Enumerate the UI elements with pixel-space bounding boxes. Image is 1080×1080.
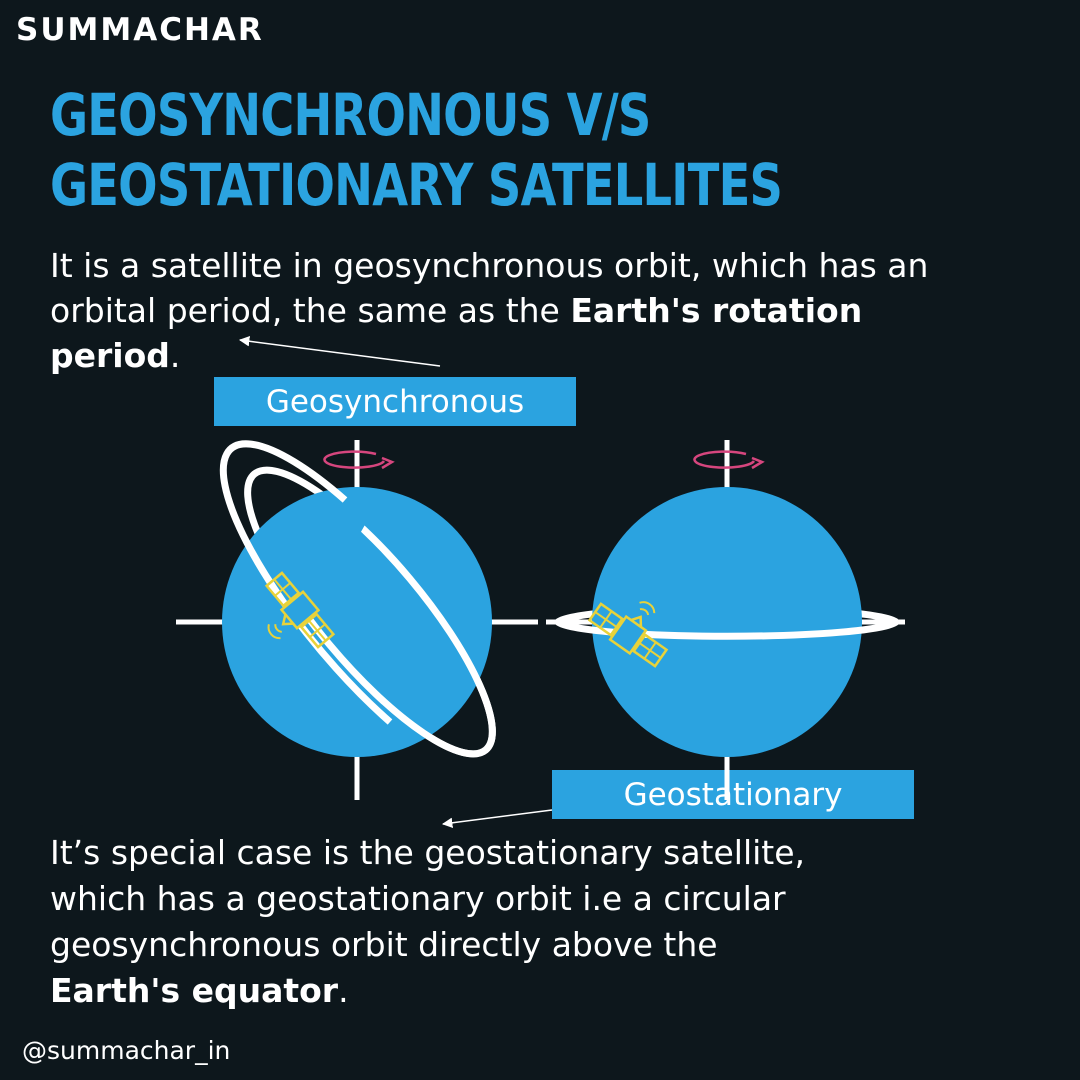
pointer-arrow-bottom [441,809,553,829]
outro-line-1: It’s special case is the geostationary s… [50,833,806,872]
intro-paragraph: It is a satellite in geosynchronous orbi… [50,243,928,378]
intro-line-2-bold: Earth's rotation [570,291,863,330]
outro-line-4-bold: Earth's equator [50,971,339,1010]
geosynchronous-label: Geosynchronous [214,377,576,426]
intro-line-3-end: . [169,336,181,375]
outro-line-2: which has a geostationary orbit i.e a ci… [50,879,786,918]
earth-globe-left [222,487,492,757]
geostationary-label: Geostationary [552,770,914,819]
intro-line-3-bold: period [50,336,170,375]
earth-globe-right [592,487,862,757]
title-line-2: GEOSTATIONARY SATELLITES [50,151,783,219]
intro-line-1: It is a satellite in geosynchronous orbi… [50,246,929,285]
satellite-icon [264,571,336,649]
satellite-icon [587,601,669,668]
social-handle: @summachar_in [22,1036,231,1065]
geostationary-figure [546,440,905,800]
brand-logo: SUMMACHAR [16,12,264,48]
rotation-arrow-icon [323,450,395,470]
outro-line-3: geosynchronous orbit directly above the [50,925,718,964]
outro-paragraph: It’s special case is the geostationary s… [50,830,805,1014]
geosynchronous-figure [176,440,538,800]
outro-line-4-end: . [338,971,349,1010]
page-title: GEOSYNCHRONOUS V/S GEOSTATIONARY SATELLI… [50,80,850,220]
rotation-arrow-icon [693,450,765,470]
title-line-1: GEOSYNCHRONOUS V/S [50,81,651,149]
intro-line-2-plain: orbital period, the same as the [50,291,571,330]
